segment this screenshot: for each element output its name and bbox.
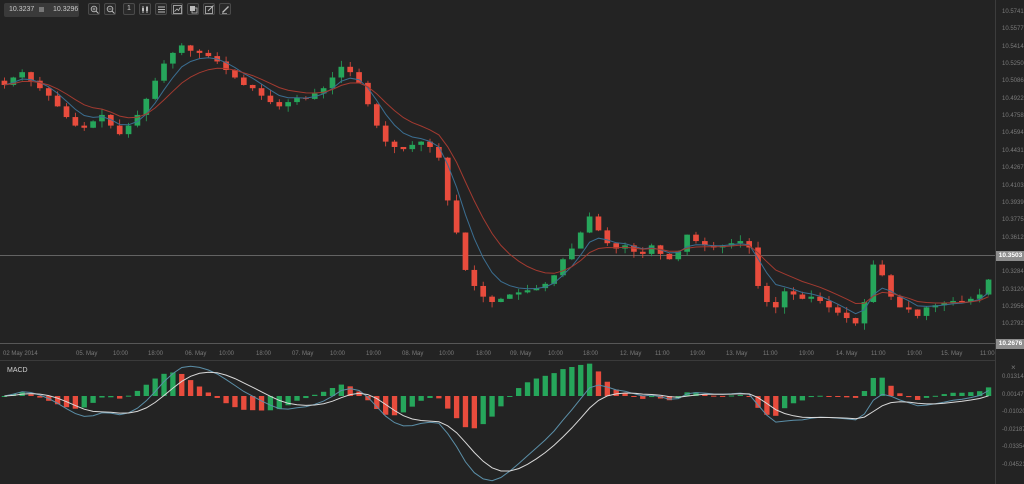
edit-button[interactable] <box>203 3 215 15</box>
macd-tick-label: 0.01314 <box>1002 374 1024 380</box>
price-tick-label: 10.5741 <box>1002 9 1024 15</box>
toolbar: 10.3237 10.3296 1 <box>0 0 995 20</box>
ma-fast-line <box>4 57 989 315</box>
time-tick-label: 10:00 <box>439 351 455 357</box>
edit-icon <box>205 5 214 14</box>
chart-box-icon <box>173 5 182 14</box>
drawing-button[interactable] <box>171 3 183 15</box>
price-tick-label: 10.3775 <box>1002 217 1024 224</box>
time-tick-label: 13. May <box>726 351 748 357</box>
price-tick-label: 10.3939 <box>1002 199 1024 206</box>
pencil-icon <box>222 6 229 14</box>
square-icon <box>39 7 44 12</box>
low-price-label: 10.2676 <box>996 339 1024 349</box>
time-tick-label: 19:00 <box>799 351 815 357</box>
zoom-out-icon <box>106 5 115 14</box>
time-tick-label: 05. May <box>76 351 98 357</box>
templates-button[interactable] <box>187 3 199 15</box>
time-tick-label: 19:00 <box>366 351 382 357</box>
time-tick-label: 10:00 <box>548 351 564 357</box>
price-tick-label: 10.5086 <box>1002 78 1024 85</box>
chart-type-button[interactable] <box>139 3 151 15</box>
price-tick-label: 10.4267 <box>1002 165 1024 172</box>
bid-ask-box: 10.3237 10.3296 <box>4 3 79 17</box>
time-tick-label: 12. May <box>620 351 642 357</box>
close-macd-icon[interactable]: × <box>1011 363 1016 372</box>
price-tick-label: 10.3284 <box>1002 269 1024 276</box>
time-tick-label: 11:00 <box>763 351 778 357</box>
price-tick-label: 10.4103 <box>1002 182 1024 189</box>
price-tick-label: 10.3120 <box>1002 286 1024 293</box>
time-tick-label: 10:00 <box>330 351 346 357</box>
candles <box>1 43 992 330</box>
price-tick-label: 10.5577 <box>1002 26 1024 33</box>
time-tick-label: 11:00 <box>871 351 886 357</box>
macd-tick-label: -0.04521 <box>1002 461 1024 468</box>
draw-tool-button[interactable] <box>219 3 231 15</box>
time-tick-label: 18:00 <box>256 351 272 357</box>
layers-icon <box>190 6 198 14</box>
ask-price: 10.3296 <box>53 6 79 13</box>
price-tick-label: 10.2792 <box>1002 321 1024 328</box>
macd-tick-label: 0.00147 <box>1002 391 1024 398</box>
signal-line <box>4 371 989 472</box>
time-tick-label: 06. May <box>185 351 207 357</box>
time-tick-label: 10:00 <box>219 351 235 357</box>
price-chart[interactable] <box>0 0 995 484</box>
time-tick-label: 18:00 <box>583 351 599 357</box>
macd-tick-label: -0.01020 <box>1002 409 1024 415</box>
time-tick-label: 15. May <box>941 351 963 357</box>
macd-title: MACD <box>7 367 28 374</box>
price-tick-label: 10.4758 <box>1002 113 1024 120</box>
macd-histogram <box>1 363 992 429</box>
time-tick-label: 09. May <box>510 351 532 357</box>
zoom-in-button[interactable] <box>88 3 100 15</box>
price-tick-label: 10.4594 <box>1002 130 1024 137</box>
time-tick-label: 14. May <box>836 351 858 357</box>
price-tick-label: 10.5250 <box>1002 61 1024 68</box>
time-tick-label: 08. May <box>402 351 424 357</box>
time-tick-label: 19:00 <box>907 351 923 357</box>
time-tick-label: 18:00 <box>148 351 164 357</box>
bid-price: 10.3237 <box>9 6 35 13</box>
macd-line <box>4 365 989 482</box>
macd-tick-label: -0.02187 <box>1002 426 1024 433</box>
time-tick-label: 11:00 <box>980 351 995 357</box>
ma-slow-line <box>4 67 989 305</box>
indicators-button[interactable] <box>155 3 167 15</box>
price-tick-label: 10.2956 <box>1002 303 1024 310</box>
time-tick-label: 07. May <box>292 351 314 357</box>
candlestick-icon <box>142 6 148 13</box>
price-tick-label: 10.5414 <box>1002 43 1024 50</box>
timeframe-label: 1 <box>127 5 131 12</box>
price-tick-label: 10.3612 <box>1002 234 1024 241</box>
time-tick-label: 11:00 <box>655 351 670 357</box>
time-tick-label: 02 May 2014 <box>3 351 38 357</box>
macd-tick-label: -0.03354 <box>1002 444 1024 450</box>
time-tick-label: 19:00 <box>690 351 706 357</box>
time-tick-label: 18:00 <box>476 351 492 357</box>
timeframe-button[interactable]: 1 <box>123 3 135 15</box>
price-tick-label: 10.4922 <box>1002 95 1024 102</box>
zoom-out-button[interactable] <box>104 3 116 15</box>
current-price-label: 10.3503 <box>996 251 1024 261</box>
price-tick-label: 10.4431 <box>1002 147 1024 154</box>
zoom-in-icon <box>90 5 99 14</box>
lines-icon <box>158 6 165 13</box>
price-axis[interactable]: 10.5741 10.5577 10.5414 10.5250 10.5086 10.49… <box>995 0 1024 484</box>
time-tick-label: 10:00 <box>113 351 129 357</box>
